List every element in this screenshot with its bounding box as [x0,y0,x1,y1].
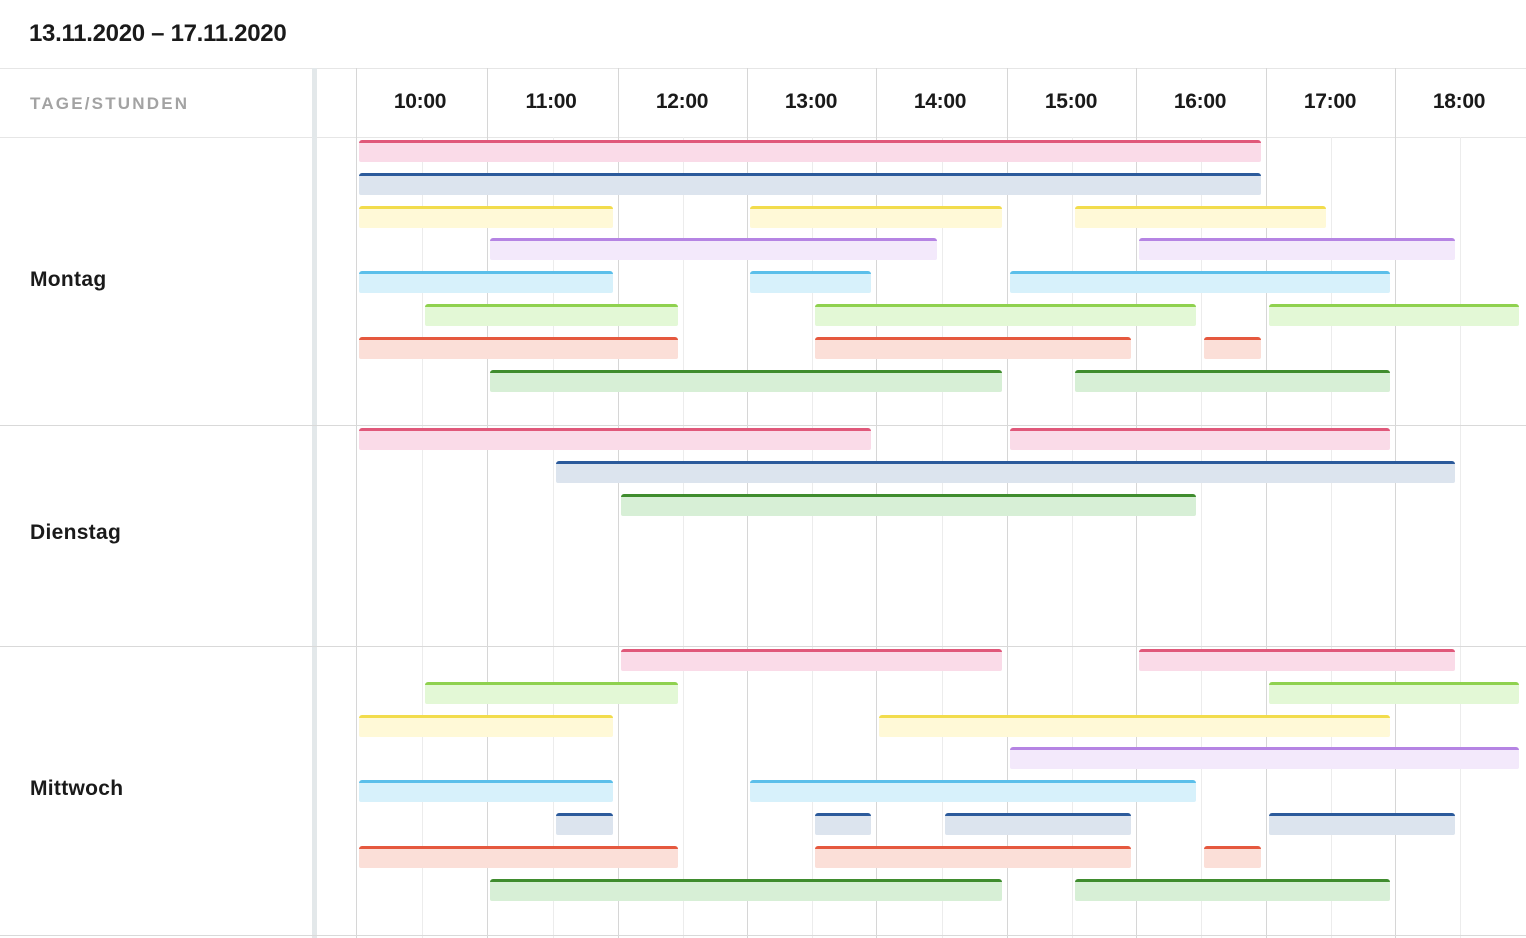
shift-bar-purple[interactable] [490,238,937,260]
hour-label: 15:00 [1044,90,1098,113]
hour-label: 17:00 [1303,90,1357,113]
shift-bar-green[interactable] [1074,879,1390,901]
corner-label: TAGE/STUNDEN [30,94,190,113]
day-row-divider [0,646,1526,647]
shift-bar-orange[interactable] [814,846,1131,868]
day-label: Mittwoch [30,777,124,800]
half-hour-gridline [812,137,813,938]
shift-bar-pink[interactable] [359,428,871,450]
shift-bar-navy[interactable] [1269,813,1455,835]
shift-bar-yellow[interactable] [879,715,1390,737]
shift-bar-lime[interactable] [1269,304,1519,326]
half-hour-gridline [683,137,684,938]
shift-bar-green[interactable] [490,879,1002,901]
shift-bar-sky[interactable] [750,780,1196,802]
header-bottom-divider [0,137,1526,138]
shift-bar-sky[interactable] [359,271,613,293]
hour-gridline [1266,68,1267,938]
half-hour-gridline [942,137,943,938]
day-label: Montag [30,268,107,291]
shift-bar-sky[interactable] [750,271,871,293]
shift-bar-navy[interactable] [555,461,1455,483]
hour-gridline [1395,68,1396,938]
shift-bar-lime[interactable] [1269,682,1519,704]
shift-bar-pink[interactable] [359,140,1261,162]
shift-bar-navy[interactable] [359,173,1261,195]
shift-bar-pink[interactable] [621,649,1002,671]
header-top-divider [0,68,1526,69]
half-hour-gridline [1072,137,1073,938]
shift-bar-pink[interactable] [1139,649,1455,671]
hour-gridline [487,68,488,938]
left-scrollbar[interactable] [312,68,317,938]
shift-bar-lime[interactable] [424,682,678,704]
hour-gridline [356,68,357,938]
shift-bar-purple[interactable] [1139,238,1455,260]
half-hour-gridline [1331,137,1332,938]
half-hour-gridline [1460,137,1461,938]
shift-bar-sky[interactable] [359,780,613,802]
hour-label: 11:00 [525,90,577,113]
hour-label: 14:00 [913,90,967,113]
hour-label: 16:00 [1173,90,1227,113]
shift-bar-orange[interactable] [1204,846,1261,868]
shift-bar-yellow[interactable] [1074,206,1326,228]
date-range-title: 13.11.2020 – 17.11.2020 [29,20,287,47]
shift-bar-navy[interactable] [814,813,871,835]
half-hour-gridline [553,137,554,938]
shift-bar-lime[interactable] [814,304,1196,326]
shift-bar-orange[interactable] [359,846,678,868]
shift-bar-navy[interactable] [555,813,613,835]
day-row-divider [0,935,1526,936]
day-label: Dienstag [30,521,122,544]
half-hour-gridline [1201,137,1202,938]
hour-label: 10:00 [393,90,447,113]
hour-label: 12:00 [655,90,709,113]
shift-bar-yellow[interactable] [359,206,613,228]
shift-bar-orange[interactable] [1204,337,1261,359]
shift-bar-green[interactable] [621,494,1196,516]
shift-bar-pink[interactable] [1010,428,1390,450]
half-hour-gridline [422,137,423,938]
shift-bar-lime[interactable] [424,304,678,326]
shift-bar-orange[interactable] [359,337,678,359]
shift-bar-navy[interactable] [944,813,1131,835]
shift-bar-orange[interactable] [814,337,1131,359]
shift-bar-green[interactable] [1074,370,1390,392]
day-row-divider [0,425,1526,426]
shift-bar-yellow[interactable] [750,206,1002,228]
shift-bar-green[interactable] [490,370,1002,392]
hour-label: 13:00 [784,90,838,113]
shift-bar-sky[interactable] [1010,271,1390,293]
hour-gridline [618,68,619,938]
shift-bar-yellow[interactable] [359,715,613,737]
hour-label: 18:00 [1432,90,1486,113]
shift-bar-purple[interactable] [1010,747,1519,769]
